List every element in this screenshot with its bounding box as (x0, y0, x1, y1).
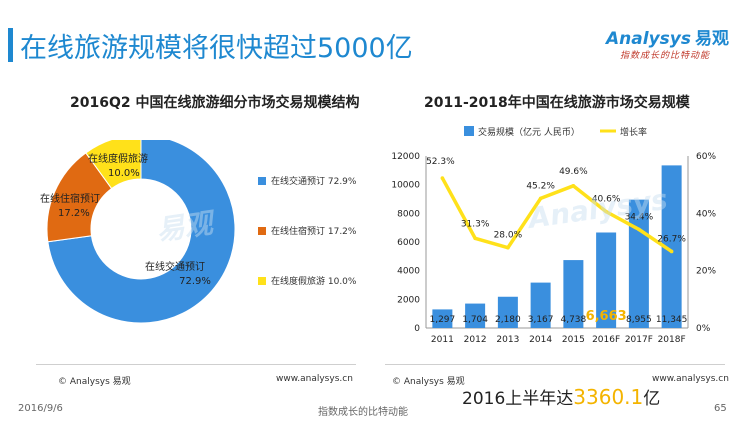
footer-date: 2016/9/6 (18, 403, 63, 414)
legend-transport: 在线交通预订 72.9% (258, 174, 356, 187)
growth-point (440, 176, 445, 180)
growth-label: 40.6% (592, 195, 621, 205)
bar-value-label: 3,167 (528, 315, 554, 325)
left-source-url: www.analysys.cn (276, 374, 353, 384)
y2-tick-label: 20% (696, 267, 716, 277)
logo-prefix: A (606, 29, 620, 49)
legend-label: 在线度假旅游 10.0% (271, 277, 357, 287)
bar-value-label: 8,955 (626, 315, 652, 325)
bar-value-label: 4,738 (560, 315, 586, 325)
growth-point (506, 245, 510, 250)
logo-text: nalysys (619, 29, 691, 49)
legend-swatch (258, 226, 266, 235)
highlight-value: 3360.1 (573, 385, 644, 409)
legend-vacation: 在线度假旅游 10.0% (258, 274, 356, 287)
bar-value-label-highlight: 6,663 (586, 309, 627, 324)
y2-tick-label: 0% (696, 324, 711, 334)
bar (497, 296, 518, 328)
x-tick-label: 2016F (592, 335, 620, 345)
legend-swatch-bar (464, 126, 474, 136)
legend-label-bar: 交易规模（亿元 人民币） (478, 126, 580, 138)
left-source: © Analysys 易观 (58, 377, 131, 387)
bar (596, 232, 617, 328)
x-tick-label: 2017F (625, 335, 653, 345)
page-title: 在线旅游规模将很快超过5000亿 (20, 33, 413, 64)
growth-line (440, 177, 673, 253)
legend-label-line: 增长率 (620, 126, 647, 138)
growth-label: 34.4% (625, 212, 654, 222)
bar-value-label: 2,180 (495, 315, 521, 325)
page-number: 65 (714, 403, 727, 414)
y-tick-label: 8000 (397, 209, 420, 219)
y-tick-label: 2000 (397, 295, 420, 305)
title-accent-bar (8, 28, 13, 62)
bar-chart-title: 2011-2018年中国在线旅游市场交易规模 (424, 95, 690, 111)
growth-label: 49.6% (559, 167, 588, 177)
legend-label: 在线交通预订 72.9% (271, 177, 357, 187)
growth-label: 52.3% (426, 157, 455, 167)
bar (661, 165, 682, 328)
x-tick-label: 2014 (529, 335, 552, 345)
x-tick-label: 2012 (464, 335, 487, 345)
highlight-prefix: 2016上半年达 (462, 389, 574, 409)
highlight-suffix: 亿 (643, 389, 661, 409)
growth-point (473, 236, 477, 241)
y-tick-label: 10000 (391, 181, 420, 191)
legend-swatch (258, 176, 266, 185)
bar-value-label: 11,345 (656, 315, 688, 325)
donut-label-value: 72.9% (179, 276, 211, 287)
donut-label-value: 10.0% (108, 168, 140, 179)
bar (432, 309, 453, 328)
growth-label: 45.2% (526, 181, 555, 191)
right-source-url: www.analysys.cn (652, 374, 729, 384)
right-divider (385, 364, 725, 365)
growth-point (538, 196, 543, 201)
y-tick-label: 12000 (391, 152, 420, 162)
y2-tick-label: 40% (696, 209, 716, 219)
analysys-logo: Analysys 易观 (606, 24, 729, 49)
growth-label: 31.3% (461, 219, 490, 229)
bar (530, 282, 551, 328)
logo-slogan: 指数成长的比特动能 (620, 51, 711, 61)
growth-label: 28.0% (494, 231, 523, 241)
bar-value-label: 1,704 (462, 315, 488, 325)
growth-point (571, 184, 576, 188)
donut-chart-title: 2016Q2 中国在线旅游细分市场交易规模结构 (70, 95, 360, 111)
footer-slogan: 指数成长的比特动能 (318, 407, 408, 418)
y-tick-label: 4000 (397, 267, 420, 277)
logo-cn: 易观 (694, 29, 729, 49)
legend-lodging: 在线住宿预订 17.2% (258, 224, 356, 237)
y-tick-label: 6000 (397, 238, 420, 248)
legend-swatch (258, 276, 266, 285)
x-tick-label: 2018F (658, 335, 686, 345)
bar (563, 260, 584, 328)
x-tick-label: 2011 (431, 335, 454, 345)
growth-label: 26.7% (657, 234, 686, 244)
x-tick-label: 2013 (496, 335, 519, 345)
donut-slice (47, 140, 236, 324)
growth-point (604, 209, 608, 214)
y-tick-label: 0 (414, 324, 420, 334)
bar (465, 303, 486, 328)
growth-point (637, 227, 641, 232)
donut-label-value: 17.2% (58, 208, 90, 219)
donut-label-name: 在线度假旅游 (88, 152, 148, 165)
donut-label-name: 在线交通预订 (145, 260, 205, 273)
donut-slice (85, 140, 142, 190)
bar-line-chart: 交易规模（亿元 人民币） 增长率 0 2000 4000 6000 8000 10000 120… (391, 126, 716, 345)
bar-value-label: 1,297 (429, 315, 455, 325)
right-source: © Analysys 易观 (392, 377, 465, 387)
y2-tick-label: 60% (696, 152, 716, 162)
growth-point (669, 249, 674, 254)
donut-label-name: 在线住宿预订 (40, 192, 100, 205)
left-divider (36, 364, 356, 365)
highlight-note: 2016上半年达3360.1亿 (462, 384, 660, 409)
legend-label: 在线住宿预订 17.2% (271, 227, 357, 237)
x-tick-label: 2015 (562, 335, 585, 345)
